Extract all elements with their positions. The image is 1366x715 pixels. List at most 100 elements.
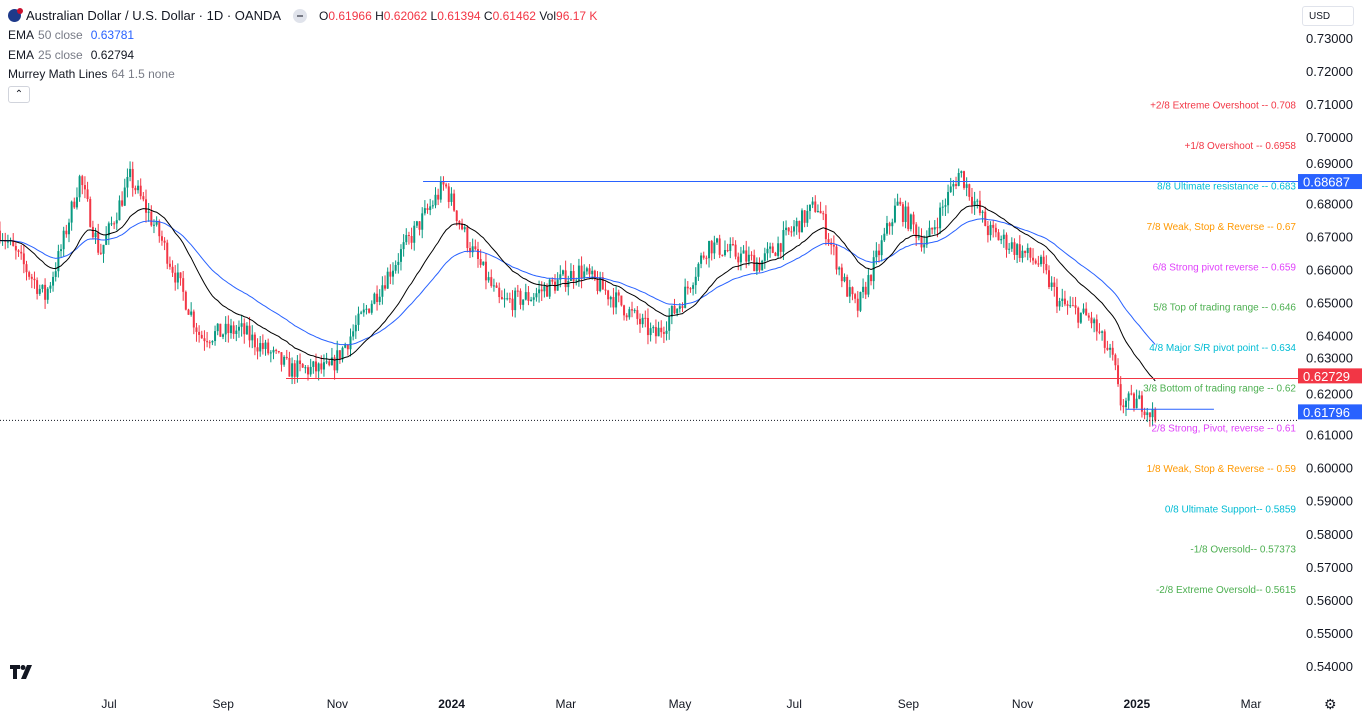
candle-body <box>1050 282 1053 287</box>
candle-body <box>1122 405 1125 408</box>
candle-body <box>697 263 700 277</box>
candle-body <box>222 334 225 337</box>
candle-body <box>1135 398 1138 409</box>
candle-body <box>1148 412 1151 418</box>
candle-body <box>524 292 527 300</box>
candle-body <box>657 327 660 337</box>
candle-body <box>1098 331 1101 333</box>
candle-body <box>261 343 264 349</box>
candle-body <box>235 330 238 334</box>
candle-body <box>237 326 240 331</box>
candle-body <box>442 181 445 185</box>
indicator-murrey[interactable]: Murrey Math Lines 64 1.5 none <box>8 67 175 82</box>
tradingview-logo[interactable] <box>10 665 36 681</box>
candle-body <box>391 270 394 277</box>
symbol-title[interactable]: Australian Dollar / U.S. Dollar · 1D · O… <box>26 8 282 24</box>
minimize-icon[interactable] <box>293 8 308 23</box>
candle-body <box>583 271 586 279</box>
candle-body <box>152 224 155 226</box>
murrey-label: 7/8 Weak, Stop & Reverse -- 0.67 <box>1147 222 1297 233</box>
candle-body <box>548 279 551 297</box>
candle-body <box>415 221 418 226</box>
candle-body <box>503 298 506 300</box>
candle-body <box>604 289 607 291</box>
time-tick: 2024 <box>438 697 465 711</box>
candle-body <box>814 201 817 212</box>
candle-body <box>729 244 732 251</box>
candle-body <box>322 362 325 370</box>
candle-body <box>1146 412 1149 416</box>
candle-body <box>1053 282 1056 287</box>
settings-button[interactable]: ⚙ <box>1324 696 1337 713</box>
candle-body <box>599 277 602 292</box>
candle-body <box>915 224 918 238</box>
candle-body <box>851 287 854 295</box>
volume: Vol96.17 K <box>539 8 598 23</box>
candle-body <box>49 285 52 289</box>
price-tick: 0.62000 <box>1306 387 1353 402</box>
candle-body <box>94 232 97 238</box>
candle-body <box>336 350 339 371</box>
collapse-legend-button[interactable]: ⌃ <box>8 86 30 103</box>
candle-body <box>862 286 865 293</box>
candle-body <box>179 272 182 279</box>
candle-body <box>516 290 519 292</box>
candle-body <box>1132 393 1135 409</box>
candle-body <box>1024 250 1027 254</box>
candle-body <box>251 334 254 341</box>
candle-body <box>155 221 158 225</box>
candle-body <box>495 285 498 288</box>
candle-body <box>878 250 881 256</box>
indicator-ema50[interactable]: EMA 50 close 0.63781 <box>8 28 135 43</box>
candle-body <box>402 242 405 250</box>
candle-body <box>97 232 100 253</box>
price-tick: 0.66000 <box>1306 262 1353 277</box>
candle-body <box>713 242 716 254</box>
price-tick: 0.71000 <box>1306 97 1353 112</box>
candle-body <box>28 272 31 277</box>
candle-body <box>399 249 402 262</box>
candle-body <box>137 185 140 191</box>
candle-body <box>70 201 73 223</box>
candle-body <box>312 361 315 367</box>
candle-body <box>259 343 262 352</box>
candle-body <box>644 317 647 319</box>
candle-body <box>134 187 137 191</box>
candle-body <box>57 251 60 272</box>
candle-body <box>33 278 36 281</box>
candle-body <box>1119 384 1122 406</box>
candle-body <box>538 289 541 294</box>
candle-body <box>596 279 599 292</box>
candle-body <box>365 308 368 310</box>
candle-body <box>962 171 965 188</box>
candle-body <box>992 224 995 228</box>
candle-body <box>747 254 750 262</box>
murrey-label: 3/8 Bottom of trading range -- 0.62 <box>1143 383 1296 394</box>
candle-body <box>575 280 578 282</box>
candle-body <box>1042 256 1045 265</box>
candle-body <box>461 223 464 230</box>
murrey-label: -2/8 Extreme Oversold-- 0.5615 <box>1156 585 1296 596</box>
candle-body <box>947 191 950 206</box>
candle-body <box>466 227 469 249</box>
candle-body <box>498 287 501 298</box>
time-tick: Mar <box>555 697 576 711</box>
candle-body <box>121 200 124 206</box>
candle-body <box>970 196 973 206</box>
candle-body <box>171 266 174 273</box>
candle-body <box>376 293 379 302</box>
indicator-ema25[interactable]: EMA 25 close 0.62794 <box>8 47 135 62</box>
candle-body <box>976 200 979 202</box>
candle-body <box>883 233 886 241</box>
time-tick: 2025 <box>1123 697 1150 711</box>
time-tick: Jul <box>101 697 116 711</box>
candle-body <box>405 235 408 243</box>
candle-body <box>174 272 177 283</box>
currency-selector[interactable]: USD <box>1302 6 1354 26</box>
chevron-up-icon: ⌃ <box>14 89 24 100</box>
candle-body <box>206 341 209 343</box>
price-tick: 0.63000 <box>1306 351 1353 366</box>
candle-body <box>60 249 63 252</box>
candle-body <box>471 246 474 253</box>
